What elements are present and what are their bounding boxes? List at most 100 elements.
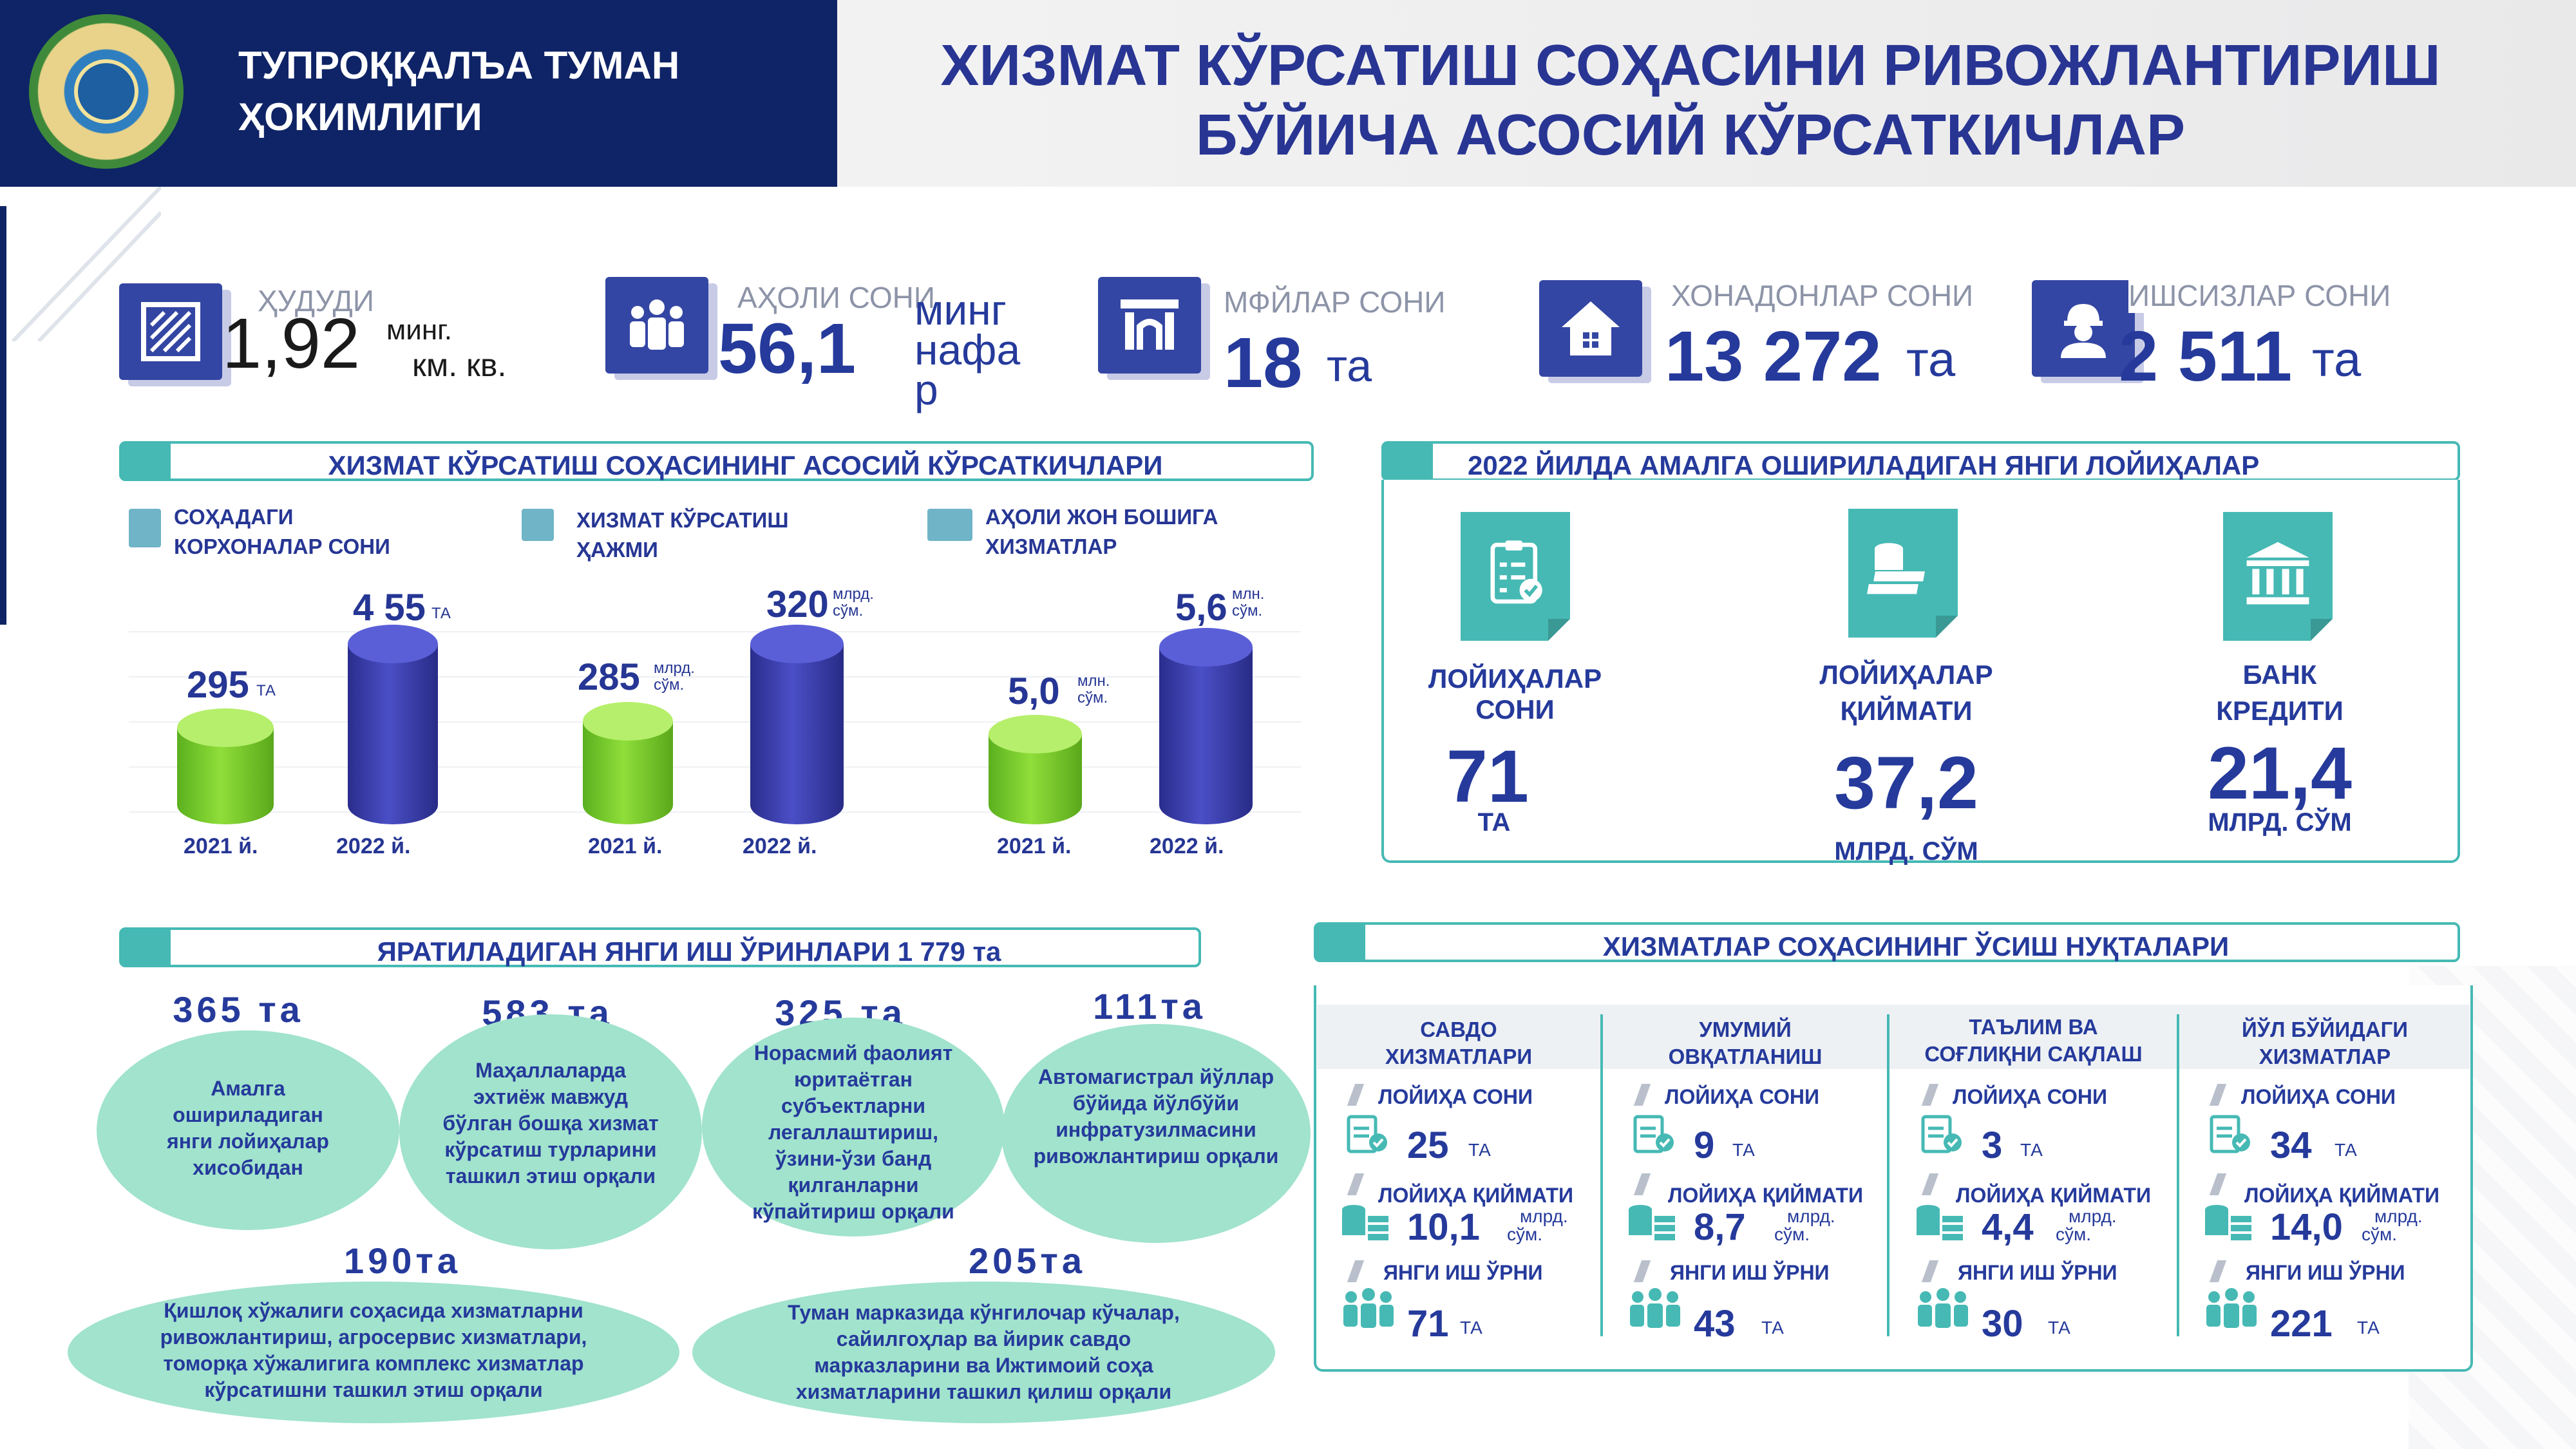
growth-jobs-unit: ТА	[2048, 1318, 2070, 1338]
growth-jobs-unit: ТА	[1460, 1318, 1482, 1338]
jobs-text-6: Туман марказида кўнгилочар кўчалар, сайил…	[788, 1301, 1180, 1403]
growth-jobs-label: ЯНГИ ИШ ЎРНИ	[1383, 1261, 1543, 1284]
year-label: 2022 й.	[743, 834, 817, 858]
unit-enterprises-2021: ТА	[256, 682, 276, 699]
kpi-area-label: ҲУДУДИ	[258, 284, 374, 317]
growth-count-value-4: 34	[2270, 1124, 2312, 1166]
growth-jobs-value-2: 43	[1694, 1303, 1736, 1345]
growth-count-value-3: 3	[1982, 1124, 2003, 1166]
people-icon	[2202, 1288, 2260, 1331]
kpi-unemployed-label: ИШСИЗЛАР СОНИ	[2128, 278, 2391, 313]
year-label: 2021 й.	[588, 834, 663, 858]
gridline	[129, 766, 1301, 768]
column-separator	[1600, 1014, 1603, 1336]
unit-enterprises-2022: ТА	[431, 605, 451, 622]
enterprises-icon	[129, 509, 161, 547]
page-title: ХИЗМАТ КЎРСАТИШ СОҲАСИНИ РИВОЖЛАНТИРИШ Б…	[940, 33, 2441, 167]
projects-count-unit: ТА	[1477, 808, 1511, 837]
value-percapita-2021: 5,0	[1008, 670, 1060, 712]
coins-icon	[1914, 1203, 1965, 1246]
jobs-value-5: 190та	[343, 1240, 461, 1281]
area-icon	[119, 283, 222, 380]
growth-jobs-value-4: 221	[2270, 1303, 2333, 1345]
group-percapita-label: АҲОЛИ ЖОН БОШИГА ХИЗМАТЛАР	[985, 505, 1218, 558]
growth-count-unit: ТА	[1732, 1140, 1755, 1160]
growth-value-value-3: 4,4	[1982, 1206, 2034, 1248]
projects-title-bar: 2022 ЙИЛДА АМАЛГА ОШИРИЛАДИГАН ЯНГИ ЛОЙИ…	[1381, 441, 2460, 481]
unit-percapita-2021: млн. сўм.	[1077, 672, 1110, 706]
jobs-text-1: Амалга ошириладиган янги лойиҳалар хисобида…	[167, 1077, 329, 1179]
growth-jobs-label: ЯНГИ ИШ ЎРНИ	[1670, 1261, 1830, 1284]
growth-jobs-value-3: 30	[1982, 1303, 2023, 1345]
jobs-oval-4	[1001, 1024, 1311, 1243]
value-percapita-2022: 5,6	[1175, 587, 1227, 629]
value-volume-2022: 320	[766, 583, 829, 625]
growth-count-unit: ТА	[2334, 1140, 2357, 1160]
growth-jobs-label: ЯНГИ ИШ ЎРНИ	[2246, 1261, 2405, 1284]
money-stack-icon	[1848, 509, 1958, 638]
year-label: 2022 й.	[336, 834, 411, 858]
projects-value-value: 37,2	[1834, 742, 1978, 824]
checklist-icon	[1920, 1114, 1965, 1157]
bar-percapita-2022	[1159, 628, 1253, 824]
main-indicators-title-bar: ХИЗМАТ КЎРСАТИШ СОҲАСИНИНГ АСОСИЙ КЎРСАТ…	[119, 441, 1314, 481]
projects-value-unit: МЛРД. СЎМ	[1834, 837, 1978, 866]
growth-count-label: ЛОЙИҲА СОНИ	[1953, 1085, 2107, 1108]
growth-value-value-4: 14,0	[2270, 1206, 2343, 1248]
state-emblem-icon	[29, 14, 184, 169]
checklist-icon	[2209, 1114, 2254, 1157]
worker-icon	[2032, 280, 2135, 377]
growth-value-label: ЛОЙИҲА ҚИЙМАТИ	[1378, 1184, 1573, 1207]
bar-percapita-2021	[989, 715, 1082, 824]
kpi-mfy-label: МФЙЛАР СОНИ	[1224, 285, 1446, 319]
gridline	[129, 676, 1301, 677]
projects-title: 2022 ЙИЛДА АМАЛГА ОШИРИЛАДИГАН ЯНГИ ЛОЙИ…	[1468, 450, 2260, 480]
value-enterprises-2022: 4 55	[353, 587, 426, 629]
kpi-households-unit: та	[1906, 332, 1956, 387]
growth-col-head-3: ТАЪЛИМ ВА СОҒЛИҚНИ САҚЛАШ	[1924, 1015, 2143, 1066]
unit-volume-2021: млрд. сўм.	[654, 659, 695, 694]
kpi-area-unit1: минг.	[386, 314, 453, 346]
left-accent-stripe	[0, 206, 6, 625]
kpi-unemployed-value: 2 511	[2119, 317, 2293, 396]
growth-value-value-1: 10,1	[1407, 1206, 1480, 1248]
growth-count-unit: ТА	[1468, 1140, 1491, 1160]
group-volume-label: ХИЗМАТ КЎРСАТИШ ҲАЖМИ	[576, 508, 789, 562]
growth-jobs-unit: ТА	[1761, 1318, 1784, 1338]
kpi-area-unit2: км. кв.	[412, 347, 507, 383]
kpi-population-value: 56,1	[718, 309, 857, 388]
checklist-icon	[1461, 512, 1570, 641]
kpi-population-unit: минг нафа р	[914, 286, 1021, 413]
jobs-text-4: Автомагистрал йўллар бўйида йўлбўйи инфрат…	[1033, 1065, 1279, 1168]
jobs-value-6: 205та	[968, 1240, 1086, 1281]
growth-count-value-2: 9	[1694, 1124, 1715, 1166]
jobs-oval-2	[399, 1014, 702, 1249]
jobs-title-bar: ЯРАТИЛАДИГАН ЯНГИ ИШ ЎРИНЛАРИ 1 779 та	[119, 927, 1201, 967]
gridline	[129, 631, 1301, 632]
value-volume-2021: 285	[578, 656, 640, 698]
bank-icon	[2223, 512, 2333, 641]
group-enterprises-label: СОҲАДАГИ КОРХОНАЛАР СОНИ	[174, 505, 390, 558]
checklist-icon	[1346, 1114, 1391, 1157]
kpi-area-value: 1,92	[222, 304, 361, 383]
growth-col-head-4: ЙЎЛ БЎЙИДАГИ ХИЗМАТЛАР	[2241, 1018, 2409, 1068]
gridline	[129, 811, 1301, 813]
people-icon	[1626, 1288, 1684, 1331]
growth-jobs-value-1: 71	[1407, 1303, 1449, 1345]
growth-count-label: ЛОЙИҲА СОНИ	[1665, 1085, 1819, 1108]
jobs-value-1: 365 та	[173, 989, 304, 1030]
unit-percapita-2022: млн. сўм.	[1232, 585, 1265, 620]
column-separator	[1887, 1014, 1889, 1336]
decor-diagonal-lines	[0, 187, 161, 341]
kpi-unemployed-unit: та	[2312, 332, 2362, 387]
growth-value-label: ЛОЙИҲА ҚИЙМАТИ	[1668, 1184, 1863, 1207]
growth-value-unit: млрд. сўм.	[1507, 1206, 1568, 1244]
coins-icon	[522, 509, 554, 541]
column-separator	[2177, 1014, 2179, 1336]
growth-header-row	[1317, 1005, 2470, 1069]
jobs-oval-5	[68, 1282, 679, 1423]
bar-enterprises-2021	[177, 708, 274, 824]
jobs-title: ЯРАТИЛАДИГАН ЯНГИ ИШ ЎРИНЛАРИ 1 779 та	[377, 936, 1001, 967]
kpi-population-label: АҲОЛИ СОНИ	[737, 281, 935, 314]
bar-volume-2022	[750, 625, 844, 824]
